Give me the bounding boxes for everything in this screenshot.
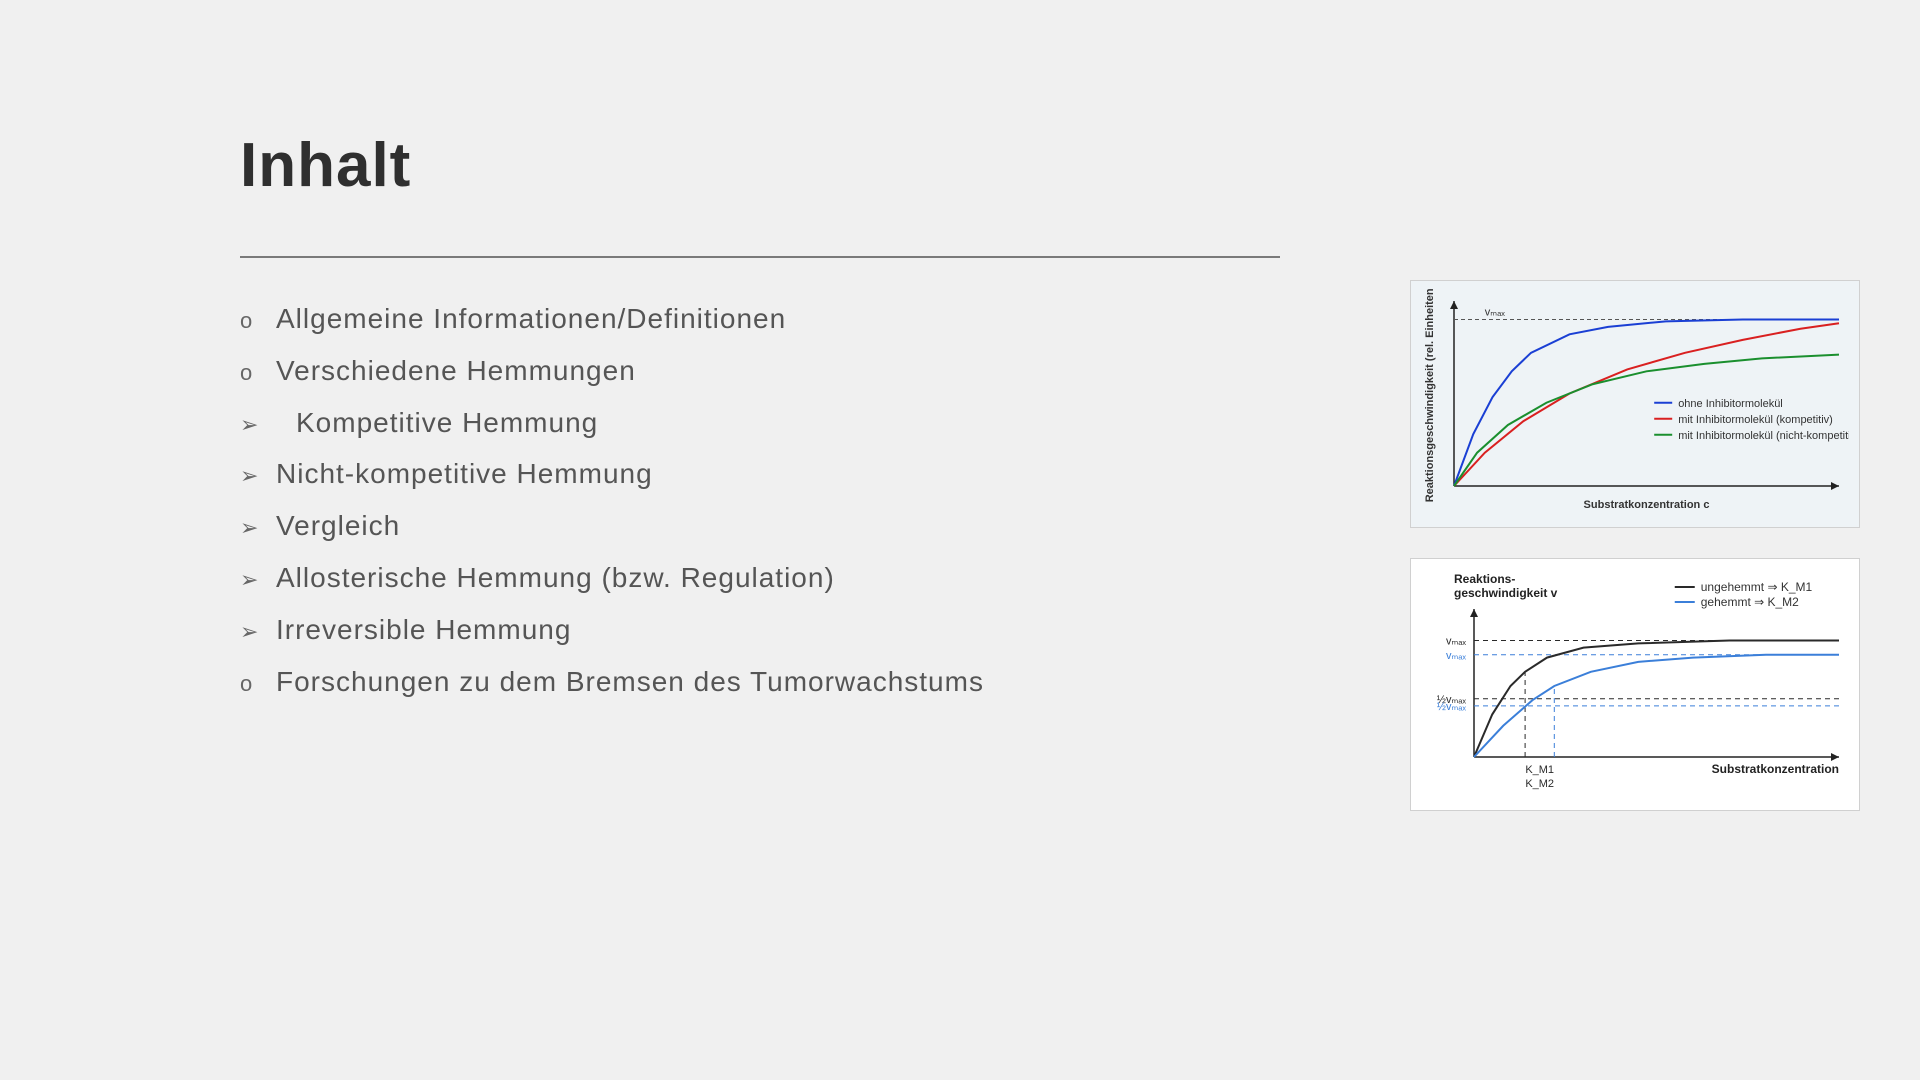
svg-text:½vₘₐₓ: ½vₘₐₓ: [1437, 701, 1467, 713]
arrow-bullet-icon: ➢: [240, 405, 276, 446]
chart-km-comparison: Reaktions-geschwindigkeit v vₘₐₓ vₘₐₓ ½vₘₐₓ…: [1410, 558, 1860, 811]
svg-text:Substratkonzentration c: Substratkonzentration c: [1584, 499, 1710, 511]
toc-item-text: Nicht-kompetitive Hemmung: [276, 448, 653, 500]
arrow-bullet-icon: ➢: [240, 612, 276, 653]
svg-text:vₘₐₓ: vₘₐₓ: [1446, 650, 1466, 662]
svg-text:ungehemmt ⇒ K_M1: ungehemmt ⇒ K_M1: [1701, 580, 1813, 594]
circle-bullet-icon: o: [240, 353, 276, 394]
circle-bullet-icon: o: [240, 664, 276, 705]
arrow-bullet-icon: ➢: [240, 560, 276, 601]
svg-text:K_M2: K_M2: [1525, 778, 1554, 790]
arrow-bullet-icon: ➢: [240, 508, 276, 549]
svg-text:vₘₐₓ: vₘₐₓ: [1446, 636, 1466, 648]
svg-text:geschwindigkeit v: geschwindigkeit v: [1454, 586, 1558, 600]
arrow-bullet-icon: ➢: [240, 456, 276, 497]
svg-text:ohne Inhibitormolekül: ohne Inhibitormolekül: [1678, 398, 1783, 410]
toc-item-text: Allgemeine Informationen/Definitionen: [276, 293, 786, 345]
svg-text:Reaktionsgeschwindigkeit (rel.: Reaktionsgeschwindigkeit (rel. Einheiten…: [1424, 289, 1436, 502]
toc-item-text: Kompetitive Hemmung: [276, 397, 598, 449]
svg-text:gehemmt ⇒ K_M2: gehemmt ⇒ K_M2: [1701, 595, 1799, 609]
svg-text:mit Inhibitormolekül (nicht-ko: mit Inhibitormolekül (nicht-kompetitiv): [1678, 430, 1849, 442]
chart2-svg: Reaktions-geschwindigkeit v vₘₐₓ vₘₐₓ ½vₘₐₓ…: [1419, 567, 1849, 797]
svg-text:mit Inhibitormolekül (kompetit: mit Inhibitormolekül (kompetitiv): [1678, 414, 1833, 426]
toc-item-text: Allosterische Hemmung (bzw. Regulation): [276, 552, 835, 604]
page-title: Inhalt: [240, 130, 1680, 201]
svg-text:vₘₐₓ: vₘₐₓ: [1485, 307, 1505, 319]
slide: Inhalt oAllgemeine Informationen/Definit…: [0, 0, 1920, 1080]
circle-bullet-icon: o: [240, 301, 276, 342]
toc-item-text: Vergleich: [276, 500, 400, 552]
svg-text:K_M1: K_M1: [1525, 764, 1554, 776]
svg-text:Substratkonzentration: Substratkonzentration: [1712, 762, 1839, 776]
toc-item-text: Irreversible Hemmung: [276, 604, 571, 656]
chart1-svg: vₘₐₓ Substratkonzentration c Reaktionsgesc…: [1419, 289, 1849, 514]
charts-column: vₘₐₓ Substratkonzentration c Reaktionsgesc…: [1410, 280, 1860, 841]
chart-inhibition-3curves: vₘₐₓ Substratkonzentration c Reaktionsgesc…: [1410, 280, 1860, 528]
svg-text:Reaktions-: Reaktions-: [1454, 572, 1515, 586]
title-divider: [240, 256, 1280, 258]
toc-item-text: Verschiedene Hemmungen: [276, 345, 636, 397]
toc-item-text: Forschungen zu dem Bremsen des Tumorwach…: [276, 656, 984, 708]
